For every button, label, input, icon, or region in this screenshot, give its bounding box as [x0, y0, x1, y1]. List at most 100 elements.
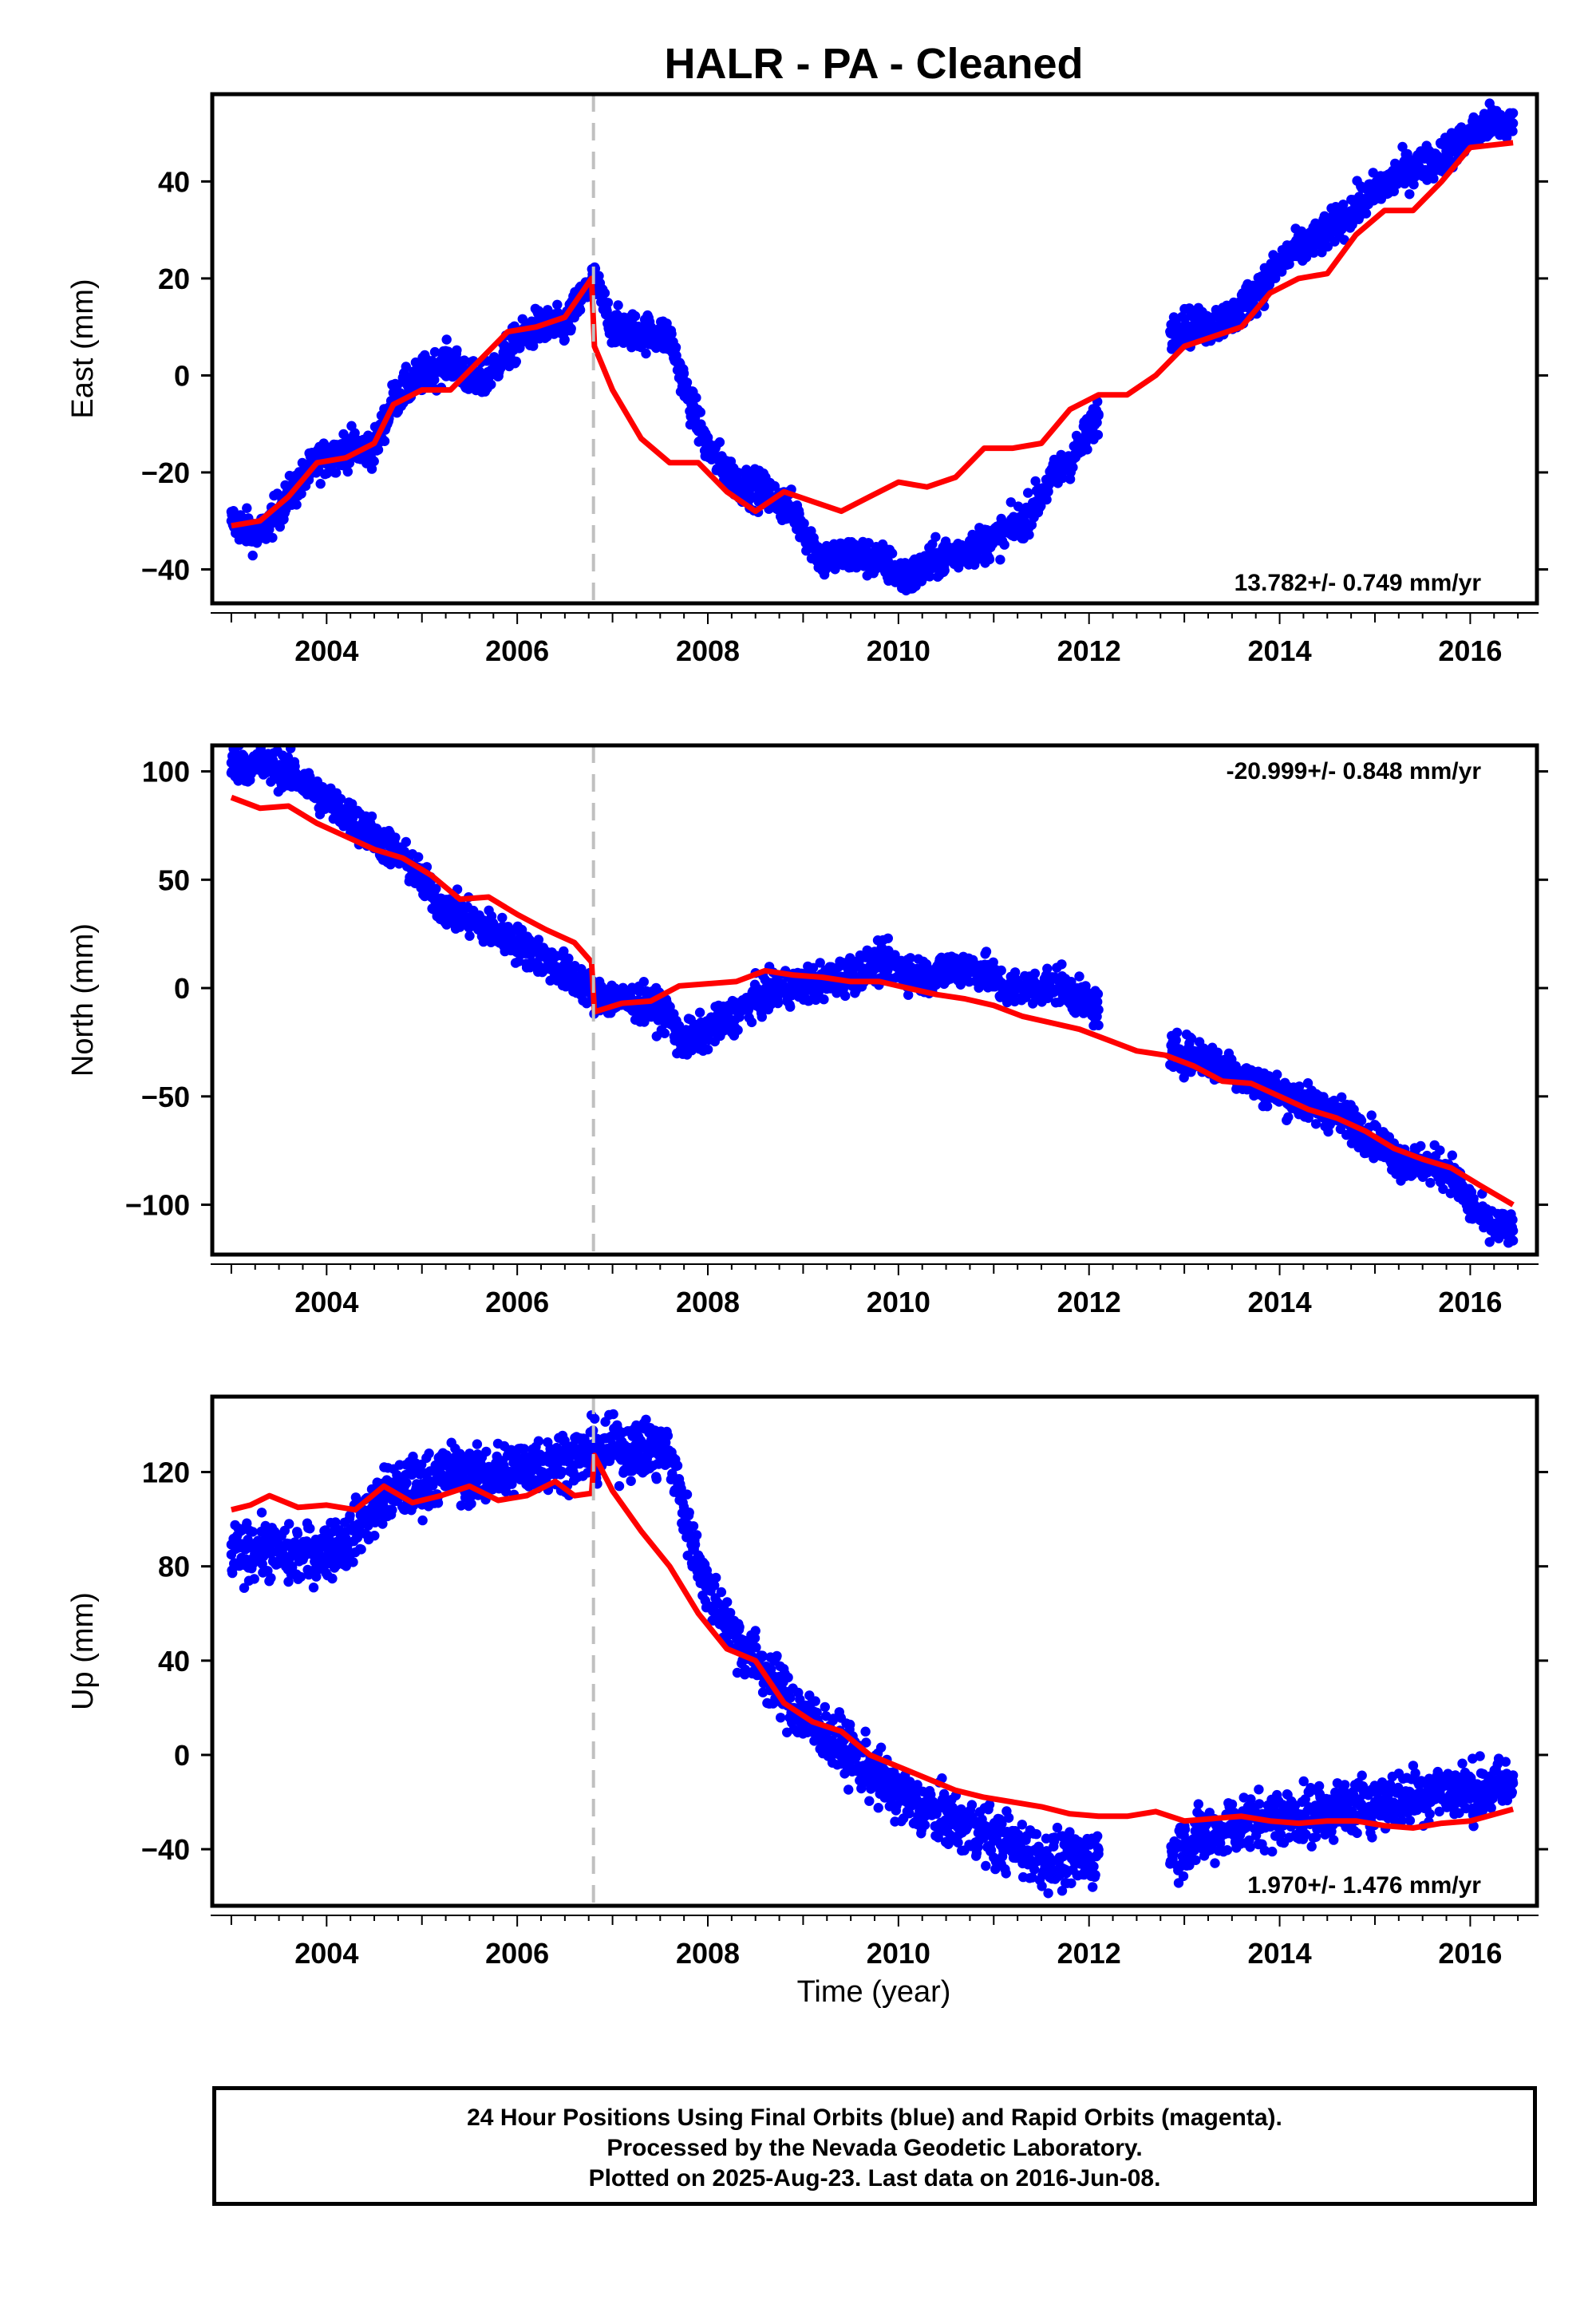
observed-point	[1302, 1078, 1314, 1089]
y-axis-label: East (mm)	[66, 279, 100, 418]
observed-sample-point	[312, 788, 322, 798]
observed-point	[1438, 1184, 1448, 1195]
observed-sample-point	[683, 394, 694, 405]
observed-point	[390, 832, 401, 843]
observed-point	[613, 300, 623, 310]
observed-sample-point	[1074, 994, 1085, 1004]
observed-sample-point	[922, 972, 932, 982]
observed-point	[249, 1574, 259, 1584]
x-tick-label: 2014	[1248, 634, 1312, 667]
observed-point	[247, 1527, 258, 1537]
observed-point	[999, 539, 1009, 550]
observed-point	[1171, 1035, 1181, 1045]
observed-point	[678, 368, 689, 379]
observed-point	[327, 1573, 338, 1584]
observed-point	[308, 1583, 319, 1593]
observed-sample-point	[607, 994, 618, 1004]
observed-sample-point	[255, 760, 265, 770]
x-tick-label: 2012	[1057, 634, 1121, 667]
observed-point	[452, 345, 462, 355]
observed-sample-point	[731, 476, 741, 488]
observed-point	[441, 334, 452, 345]
observed-sample-point	[950, 961, 961, 972]
x-tick-label: 2010	[867, 1286, 930, 1318]
observed-point	[1179, 1073, 1189, 1083]
observed-sample-point	[283, 766, 294, 777]
observed-point	[295, 1571, 306, 1583]
observed-point	[392, 380, 403, 390]
plot-frame	[210, 743, 1539, 1257]
observed-point	[1005, 497, 1017, 508]
observed-point	[247, 550, 258, 561]
observed-point	[1425, 1177, 1436, 1188]
observed-point	[815, 958, 825, 968]
observed-sample-point	[1093, 1005, 1104, 1015]
observed-point	[379, 436, 390, 446]
observed-sample-point	[1227, 312, 1238, 322]
observed-sample-point	[226, 757, 237, 768]
observed-sample-point	[989, 535, 999, 546]
observed-sample-point	[779, 982, 789, 994]
observed-point	[939, 565, 950, 575]
x-tick-label: 2008	[676, 634, 740, 667]
observed-point	[242, 503, 252, 513]
observed-point	[1082, 445, 1092, 455]
y-tick-label: −40	[141, 553, 190, 586]
observed-point	[1366, 1110, 1377, 1120]
observed-point	[785, 1002, 796, 1012]
observed-sample-point	[521, 944, 532, 954]
observed-sample-point	[1227, 1065, 1238, 1076]
observed-point	[1294, 1081, 1305, 1092]
observed-sample-point	[931, 555, 942, 565]
observed-point	[1416, 1140, 1426, 1152]
observed-point	[1337, 1092, 1347, 1103]
observed-point	[638, 977, 649, 987]
observed-point	[1066, 977, 1077, 987]
observed-sample-point	[1507, 118, 1519, 128]
observed-point	[350, 428, 360, 438]
observed-point	[284, 1519, 294, 1529]
observed-point	[1049, 454, 1060, 465]
observed-point	[267, 532, 278, 543]
observed-point	[266, 1573, 276, 1583]
observed-sample-point	[845, 550, 856, 560]
observed-point	[464, 931, 475, 941]
observed-point	[602, 306, 612, 316]
observed-point	[1447, 1150, 1458, 1160]
observed-point	[296, 488, 306, 499]
observed-sample-point	[1026, 982, 1037, 994]
observed-point	[429, 346, 440, 358]
observed-point	[1435, 1145, 1445, 1156]
observed-sample-point	[1055, 978, 1066, 989]
observed-point	[1186, 1034, 1197, 1044]
figure-title: HALR - PA - Cleaned	[664, 40, 1083, 88]
observed-point	[1361, 208, 1372, 219]
x-tick-label: 2004	[294, 1286, 358, 1318]
observed-point	[369, 456, 379, 467]
observed-sample-point	[1427, 156, 1437, 168]
observed-point	[1404, 189, 1415, 200]
observed-sample-point	[864, 961, 875, 972]
observed-point	[1171, 1027, 1183, 1038]
y-tick-label: −20	[141, 456, 190, 489]
x-tick-label: 2012	[1057, 1286, 1121, 1318]
observed-sample-point	[579, 978, 589, 989]
observed-sample-point	[665, 1009, 675, 1019]
rate-label: -20.999+/- 0.848 mm/yr	[1227, 758, 1482, 785]
panel-1: 2004 2006 2008 2010 2012 2014 2016−40−2002040E…	[66, 92, 1548, 667]
observed-sample-point	[1369, 186, 1381, 196]
observed-sample-point	[1465, 1199, 1476, 1210]
observed-point	[1356, 1116, 1367, 1126]
observed-sample-point	[1313, 235, 1323, 245]
observed-point	[292, 1528, 303, 1539]
observed-point	[702, 1044, 713, 1055]
rate-label: 13.782+/- 0.749 mm/yr	[1235, 570, 1482, 596]
observed-point	[670, 342, 681, 353]
observed-point	[903, 990, 914, 1000]
observed-point	[1262, 1101, 1273, 1112]
x-tick-label: 2016	[1438, 1286, 1502, 1318]
observed-point	[347, 799, 358, 809]
observed-point	[1057, 959, 1067, 970]
observed-sample-point	[1484, 118, 1495, 128]
observed-point	[429, 374, 440, 385]
